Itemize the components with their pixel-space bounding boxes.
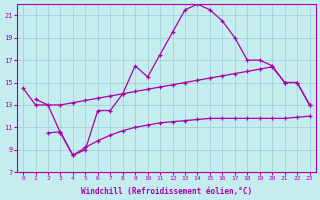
X-axis label: Windchill (Refroidissement éolien,°C): Windchill (Refroidissement éolien,°C) xyxy=(81,187,252,196)
